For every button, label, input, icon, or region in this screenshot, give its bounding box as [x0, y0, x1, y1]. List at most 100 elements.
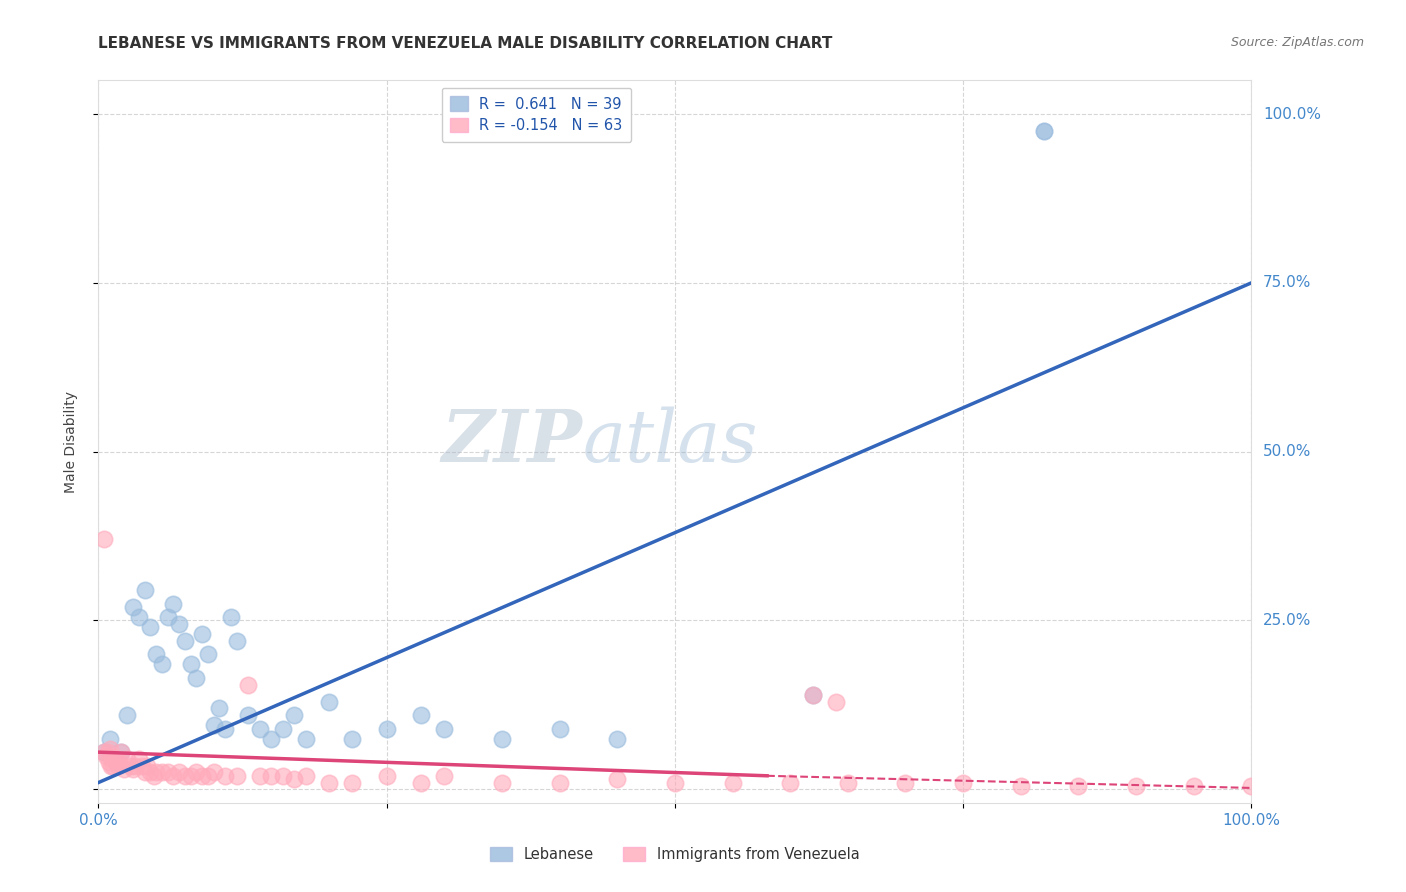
Point [801, 688, 824, 702]
Legend: Lebanese, Immigrants from Venezuela: Lebanese, Immigrants from Venezuela [485, 840, 865, 868]
Point [124, 758, 146, 772]
Point [167, 765, 190, 780]
Point [548, 722, 571, 736]
Y-axis label: Male Disability: Male Disability [63, 391, 77, 492]
Point [174, 633, 197, 648]
Point [174, 769, 197, 783]
Point [271, 722, 294, 736]
Point [93, 745, 115, 759]
Point [104, 756, 127, 770]
Point [1125, 779, 1147, 793]
Point [180, 657, 202, 672]
Point [131, 758, 153, 772]
Point [606, 731, 628, 746]
Point [433, 722, 456, 736]
Point [952, 775, 974, 789]
Point [139, 765, 162, 780]
Point [197, 769, 219, 783]
Text: 100.0%: 100.0% [1263, 106, 1320, 121]
Point [606, 772, 628, 787]
Point [894, 775, 917, 789]
Point [98, 741, 121, 756]
Point [98, 731, 121, 746]
Point [249, 769, 271, 783]
Point [100, 758, 122, 772]
Point [411, 708, 433, 723]
Point [318, 694, 340, 708]
Point [825, 694, 848, 708]
Point [167, 616, 190, 631]
Point [156, 765, 179, 780]
Point [1182, 779, 1205, 793]
Point [283, 772, 305, 787]
Point [112, 762, 135, 776]
Point [1240, 779, 1263, 793]
Text: atlas: atlas [582, 406, 758, 477]
Point [295, 731, 318, 746]
Point [97, 745, 120, 759]
Point [191, 769, 214, 783]
Point [150, 657, 173, 672]
Point [283, 708, 305, 723]
Point [779, 775, 801, 789]
Point [837, 775, 859, 789]
Point [101, 752, 124, 766]
Point [238, 678, 260, 692]
Point [162, 597, 184, 611]
Point [128, 610, 150, 624]
Point [491, 731, 513, 746]
Point [142, 769, 165, 783]
Point [93, 533, 115, 547]
Point [117, 708, 139, 723]
Point [180, 769, 202, 783]
Point [548, 775, 571, 789]
Point [120, 758, 142, 772]
Point [664, 775, 686, 789]
Point [128, 752, 150, 766]
Point [93, 745, 115, 759]
Point [238, 708, 260, 723]
Point [260, 731, 283, 746]
Point [145, 647, 167, 661]
Point [219, 610, 242, 624]
Text: Source: ZipAtlas.com: Source: ZipAtlas.com [1230, 36, 1364, 49]
Point [110, 745, 132, 759]
Point [1067, 779, 1090, 793]
Point [271, 769, 294, 783]
Point [145, 765, 167, 780]
Point [134, 765, 156, 780]
Point [162, 769, 184, 783]
Point [186, 765, 208, 780]
Point [225, 633, 247, 648]
Text: 50.0%: 50.0% [1263, 444, 1312, 459]
Point [260, 769, 283, 783]
Point [122, 762, 145, 776]
Point [249, 722, 271, 736]
Point [150, 765, 173, 780]
Text: ZIP: ZIP [441, 406, 582, 477]
Point [721, 775, 744, 789]
Point [110, 745, 132, 759]
Point [225, 769, 247, 783]
Point [97, 756, 120, 770]
Point [340, 731, 363, 746]
Point [491, 775, 513, 789]
Point [139, 620, 162, 634]
Point [135, 758, 157, 772]
Point [191, 627, 214, 641]
Point [103, 758, 125, 772]
Point [295, 769, 318, 783]
Point [108, 756, 131, 770]
Point [318, 775, 340, 789]
Point [186, 671, 208, 685]
Point [801, 688, 824, 702]
Point [1032, 124, 1054, 138]
Point [202, 718, 225, 732]
Point [134, 583, 156, 598]
Point [156, 610, 179, 624]
Point [208, 701, 231, 715]
Point [375, 722, 398, 736]
Point [214, 769, 236, 783]
Point [433, 769, 456, 783]
Point [214, 722, 236, 736]
